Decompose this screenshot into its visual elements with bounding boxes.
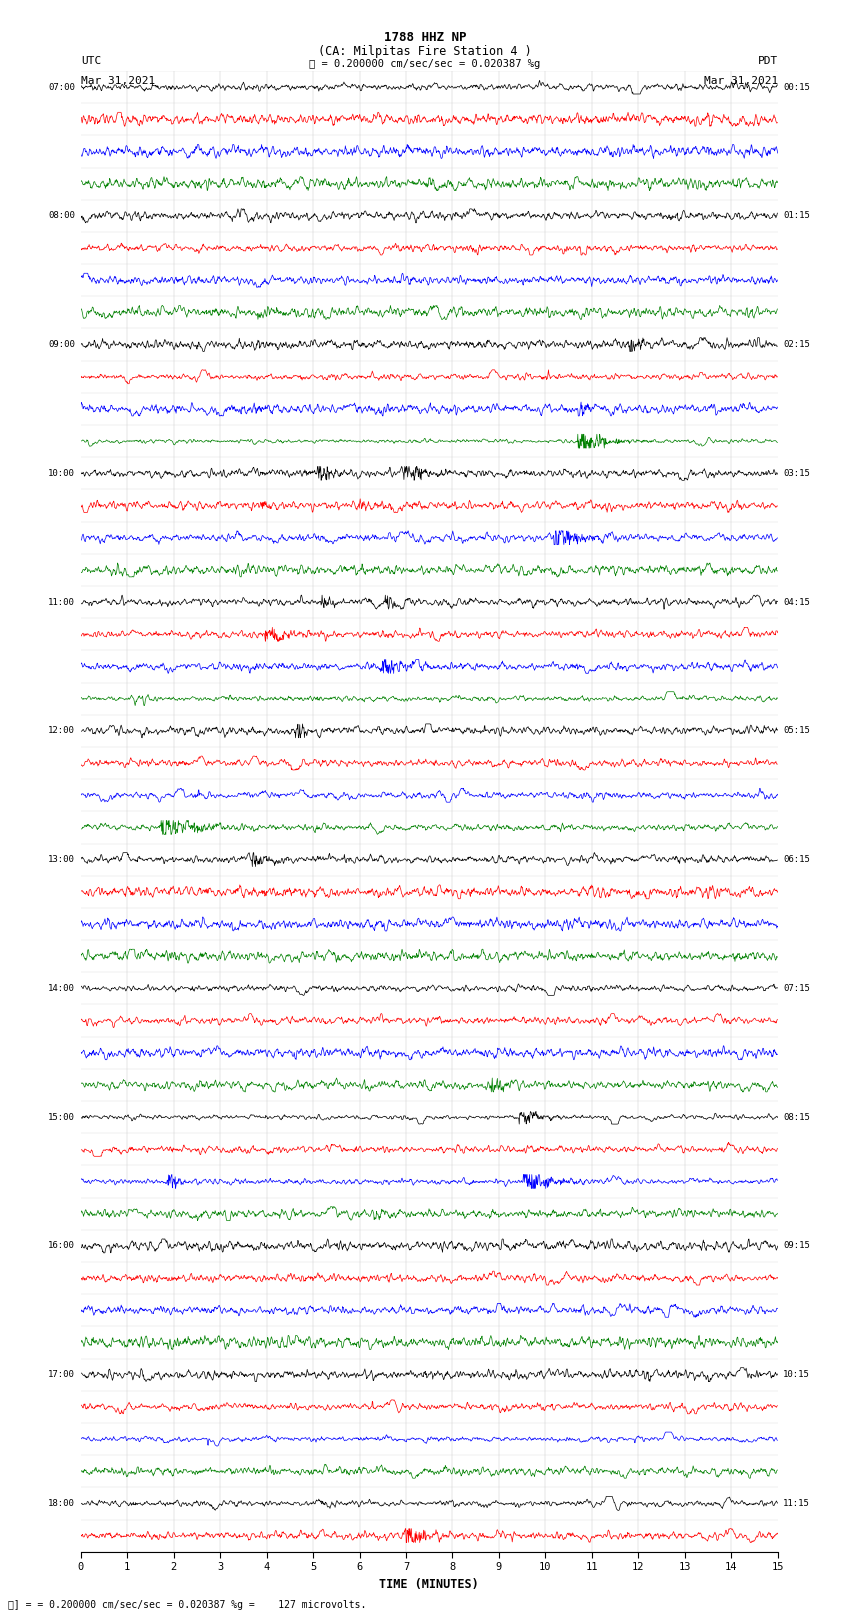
Text: 08:00: 08:00	[48, 211, 75, 221]
Text: 16:00: 16:00	[48, 1242, 75, 1250]
Text: Mar 31,2021: Mar 31,2021	[704, 76, 778, 85]
Text: 09:15: 09:15	[784, 1242, 810, 1250]
Text: 02:15: 02:15	[784, 340, 810, 348]
Text: 06:15: 06:15	[784, 855, 810, 865]
Text: 07:00: 07:00	[48, 82, 75, 92]
Text: 11:15: 11:15	[784, 1498, 810, 1508]
Text: Mar 31,2021: Mar 31,2021	[81, 76, 155, 85]
X-axis label: TIME (MINUTES): TIME (MINUTES)	[379, 1578, 479, 1590]
Text: 14:00: 14:00	[48, 984, 75, 994]
Text: UTC: UTC	[81, 56, 101, 66]
Text: 13:00: 13:00	[48, 855, 75, 865]
Text: 11:00: 11:00	[48, 597, 75, 606]
Text: 07:15: 07:15	[784, 984, 810, 994]
Text: ⎹ = 0.200000 cm/sec/sec = 0.020387 %g: ⎹ = 0.200000 cm/sec/sec = 0.020387 %g	[309, 60, 541, 69]
Text: 10:15: 10:15	[784, 1369, 810, 1379]
Text: 10:00: 10:00	[48, 469, 75, 477]
Text: 09:00: 09:00	[48, 340, 75, 348]
Text: 08:15: 08:15	[784, 1113, 810, 1121]
Text: 05:15: 05:15	[784, 726, 810, 736]
Text: 15:00: 15:00	[48, 1113, 75, 1121]
Text: 12:00: 12:00	[48, 726, 75, 736]
Text: 00:15: 00:15	[784, 82, 810, 92]
Text: 1788 HHZ NP: 1788 HHZ NP	[383, 31, 467, 44]
Text: 17:00: 17:00	[48, 1369, 75, 1379]
Text: PDT: PDT	[757, 56, 778, 66]
Text: 04:15: 04:15	[784, 597, 810, 606]
Text: ⎹] = = 0.200000 cm/sec/sec = 0.020387 %g =    127 microvolts.: ⎹] = = 0.200000 cm/sec/sec = 0.020387 %g…	[8, 1600, 367, 1610]
Text: 01:15: 01:15	[784, 211, 810, 221]
Text: 18:00: 18:00	[48, 1498, 75, 1508]
Text: 03:15: 03:15	[784, 469, 810, 477]
Text: (CA: Milpitas Fire Station 4 ): (CA: Milpitas Fire Station 4 )	[318, 45, 532, 58]
